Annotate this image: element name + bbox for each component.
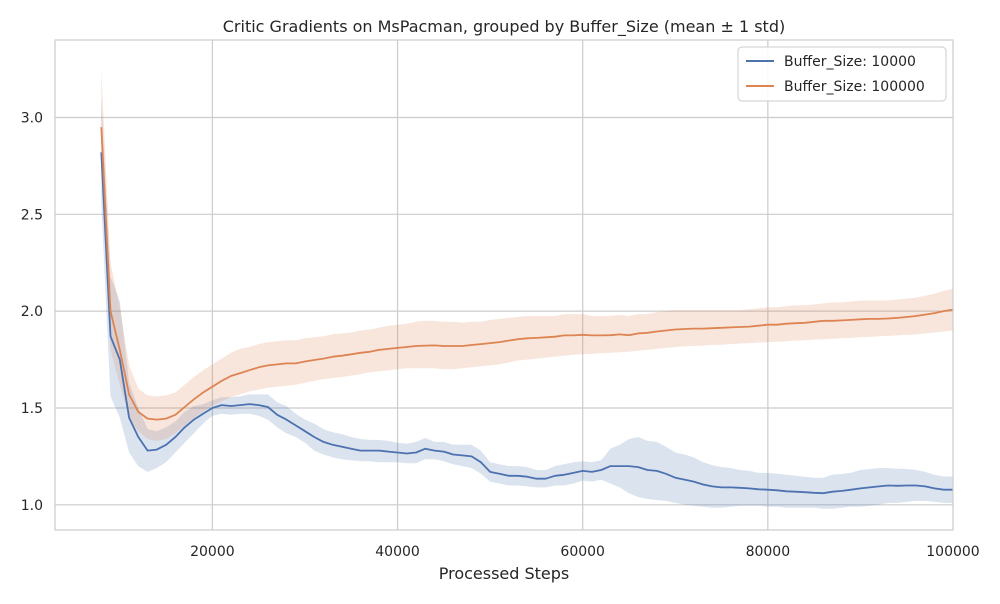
legend-label-series-2: Buffer_Size: 100000 bbox=[784, 79, 925, 95]
x-tick-label: 60000 bbox=[560, 544, 605, 560]
x-tick-labels: 20000 40000 60000 80000 100000 bbox=[190, 544, 980, 560]
x-tick-label: 20000 bbox=[190, 544, 235, 560]
grid bbox=[55, 40, 953, 530]
std-bands bbox=[101, 69, 954, 509]
x-tick-label: 40000 bbox=[375, 544, 420, 560]
legend: Buffer_Size: 10000 Buffer_Size: 100000 bbox=[737, 46, 947, 102]
chart-title: Critic Gradients on MsPacman, grouped by… bbox=[223, 17, 785, 37]
y-tick-label: 2.5 bbox=[21, 207, 43, 223]
y-tick-label: 2.0 bbox=[21, 304, 43, 320]
std-band-series-2 bbox=[101, 69, 954, 441]
x-tick-label: 80000 bbox=[746, 544, 791, 560]
y-tick-label: 3.0 bbox=[21, 110, 43, 126]
line-series-1 bbox=[100, 152, 953, 495]
y-tick-label: 1.5 bbox=[21, 401, 43, 417]
y-tick-labels: 1.0 1.5 2.0 2.5 3.0 bbox=[21, 110, 43, 513]
series-lines bbox=[100, 127, 954, 495]
legend-label-series-1: Buffer_Size: 10000 bbox=[784, 54, 916, 70]
y-tick-label: 1.0 bbox=[21, 498, 43, 514]
x-axis-label: Processed Steps bbox=[439, 564, 570, 583]
plot-frame bbox=[54, 39, 954, 531]
plot-background bbox=[55, 40, 953, 530]
x-tick-label: 100000 bbox=[926, 544, 979, 560]
line-series-2 bbox=[100, 127, 954, 421]
legend-box bbox=[737, 46, 947, 102]
